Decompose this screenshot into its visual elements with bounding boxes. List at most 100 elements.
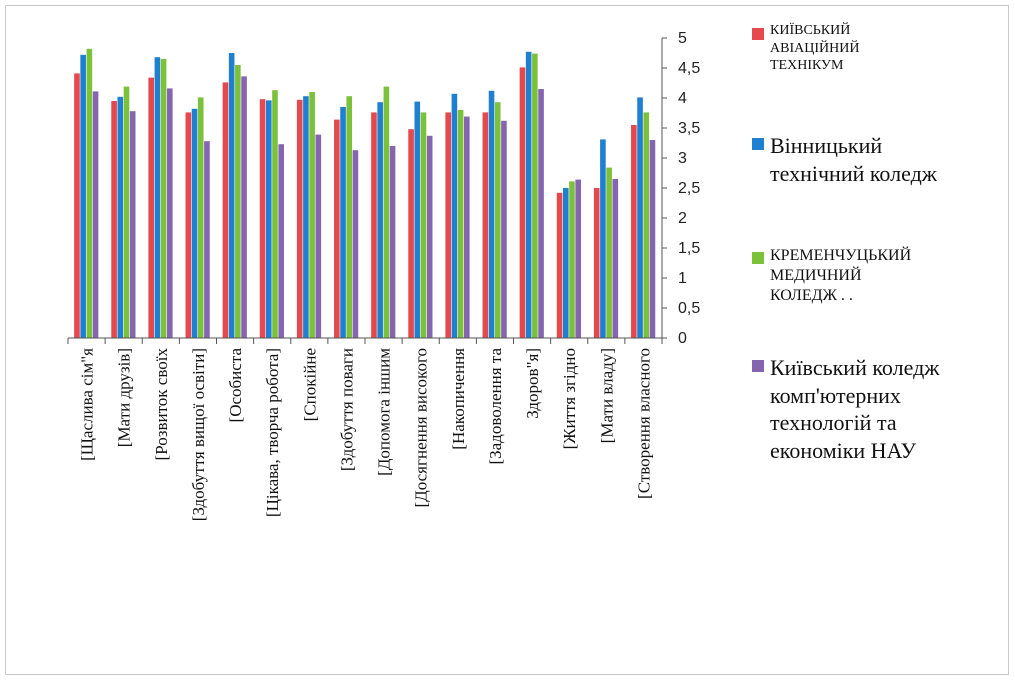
category-label: [Досягнення високого [412,348,431,508]
legend-label: КРЕМЕНЧУЦЬКИЙ МЕДИЧНИЙ КОЛЕДЖ . . [770,247,912,304]
bar [123,86,130,338]
bar [637,97,643,339]
bar [235,65,241,338]
bar [525,51,532,339]
bar [197,97,204,339]
legend-label: Київський коледж комп'ютерних технологій… [770,355,940,463]
bar [488,90,495,338]
y-tick-label: 3,5 [678,120,700,137]
legend-swatch [752,360,764,372]
y-tick-label: 2,5 [678,180,700,197]
bar [117,96,124,338]
bar [612,179,619,338]
legend-item-vinnytsia: Вінницький технічний коледж [752,132,937,187]
legend-swatch [752,28,764,40]
y-tick-label: 3 [678,150,687,167]
y-tick-labels: 0 0,5 1 1,5 2 2,5 3 3,5 4 4,5 5 [678,30,700,347]
category-label: [Допомога іншим [375,348,394,476]
bar [191,108,198,338]
bar [519,67,526,339]
bar [643,112,650,339]
category-label: [Здобуття поваги [337,348,356,471]
bar [389,146,396,338]
y-tick-label: 5 [678,30,687,47]
bar [272,90,278,338]
bar [371,112,377,339]
bar [86,48,93,339]
bars-group [74,48,656,339]
bar [631,125,637,338]
bar [482,112,489,339]
bar [457,110,464,338]
bar [154,57,161,338]
bar [377,102,383,338]
category-label: [Накопичення [449,348,468,450]
category-label: [Життя згідно [560,348,579,449]
bar [414,101,421,338]
bar [111,101,117,338]
category-label: [Розвиток своїх [152,348,171,461]
bar [340,107,346,338]
bar [352,150,359,338]
bar [575,179,581,338]
legend-item-kyiv-aviation: КИЇВСЬКИЙ АВІАЦІЙНИЙ ТЕХНІКУМ [752,22,859,75]
bar [569,181,575,338]
bar [538,89,544,338]
bar [259,99,266,338]
bar [451,93,458,338]
bar [600,139,606,338]
bar [148,77,155,338]
category-label: [Мати владу] [597,348,616,443]
bar [420,112,427,339]
y-tick-label: 0,5 [678,300,700,317]
category-labels: [Щаслива сім"я [Мати друзів] [Розвиток сво… [78,348,654,522]
bar [334,119,340,338]
bar [593,188,600,338]
category-label: [Задоволення та [486,348,505,465]
bar [464,116,470,338]
bar [228,53,235,338]
axes-group [67,37,667,344]
bar [606,167,612,338]
legend-swatch [752,138,764,150]
category-label: [Спокійне [300,348,319,421]
bar [92,91,99,339]
legend-item-kremenchuk: КРЕМЕНЧУЦЬКИЙ МЕДИЧНИЙ КОЛЕДЖ . . [752,246,911,306]
category-label: [Здобуття вищої освіти] [189,348,208,521]
bar [426,135,433,338]
bar [185,112,192,339]
bar [278,144,284,338]
category-label: [Мати друзів] [115,348,134,447]
y-tick-label: 4,5 [678,60,700,77]
bar [309,92,315,338]
bar [494,102,501,338]
y-tick-label: 1 [678,270,687,287]
category-label: Здоров"я] [523,348,542,419]
bar [222,82,229,339]
y-tick-label: 4 [678,90,687,107]
y-tick-label: 2 [678,210,687,227]
bar [204,141,210,338]
bar [167,88,173,339]
bar [445,112,452,339]
bar [265,100,272,339]
y-tick-label: 0 [678,330,687,347]
bar [129,111,136,338]
category-label: [Щаслива сім"я [78,348,97,461]
bar [303,96,309,338]
bar [408,129,414,338]
bar [562,188,569,338]
bar [649,140,656,338]
bar [501,120,507,338]
bar [296,99,303,338]
bar [241,76,247,339]
category-label: [Створення власного [634,348,653,499]
category-label: [Особиста [226,348,245,423]
bar [346,96,353,338]
legend-swatch [752,252,764,264]
y-tick-label: 1,5 [678,240,700,257]
bar [556,192,563,338]
bar [80,54,86,339]
category-label: [Цікава, творча робота] [263,348,282,517]
